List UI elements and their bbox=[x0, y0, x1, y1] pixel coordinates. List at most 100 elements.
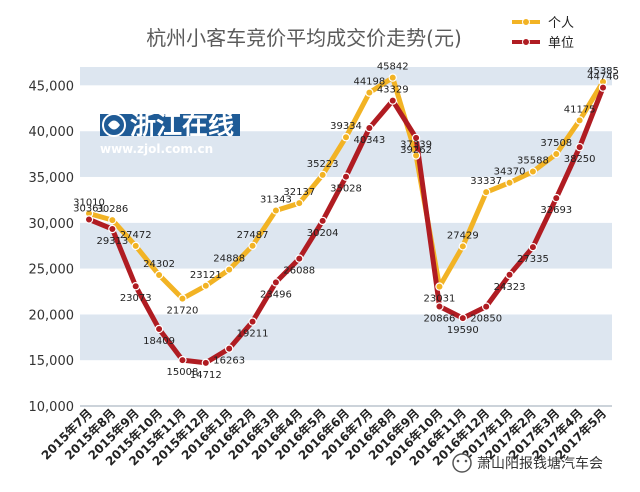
data-point-1 bbox=[388, 96, 397, 105]
data-label-0: 21720 bbox=[167, 306, 199, 317]
logo-text: 浙江在线 bbox=[130, 111, 234, 141]
data-label-1: 29313 bbox=[96, 236, 128, 247]
watermark: 萧山阳报钱塘汽车会 bbox=[452, 453, 603, 473]
data-point-1 bbox=[84, 215, 94, 224]
data-label-0: 33337 bbox=[470, 176, 502, 187]
data-label-0: 35223 bbox=[307, 159, 339, 170]
data-label-0: 39334 bbox=[330, 121, 362, 132]
grid-band bbox=[80, 360, 612, 406]
y-tick-label: 35,000 bbox=[29, 171, 75, 186]
y-tick-label: 45,000 bbox=[29, 79, 75, 94]
data-point-1 bbox=[154, 324, 164, 334]
data-label-0: 45842 bbox=[377, 62, 409, 73]
data-label-0: 24888 bbox=[213, 254, 245, 265]
data-label-0: 44198 bbox=[353, 77, 385, 88]
data-point-0 bbox=[552, 149, 561, 159]
data-point-1 bbox=[224, 344, 234, 353]
data-point-0 bbox=[505, 178, 514, 187]
data-label-1: 19590 bbox=[447, 325, 479, 336]
data-label-1: 23073 bbox=[120, 293, 152, 304]
data-point-0 bbox=[411, 151, 421, 160]
data-point-1 bbox=[295, 254, 304, 263]
wechat-icon bbox=[452, 453, 472, 473]
data-point-0 bbox=[108, 215, 117, 225]
data-point-0 bbox=[481, 187, 491, 197]
y-tick-label: 10,000 bbox=[29, 400, 75, 415]
y-tick-label: 40,000 bbox=[29, 125, 75, 140]
data-point-0 bbox=[131, 241, 140, 251]
y-tick-label: 15,000 bbox=[29, 354, 75, 369]
data-label-1: 44746 bbox=[587, 72, 619, 83]
data-point-0 bbox=[365, 88, 374, 97]
data-label-1: 32693 bbox=[540, 205, 572, 216]
data-point-0 bbox=[224, 265, 234, 274]
data-label-1: 20850 bbox=[470, 314, 502, 325]
data-point-0 bbox=[435, 282, 444, 291]
data-label-1: 27335 bbox=[517, 254, 549, 265]
data-label-0: 31010 bbox=[73, 198, 105, 209]
data-label-1: 26088 bbox=[283, 266, 315, 277]
data-label-1: 20866 bbox=[424, 313, 456, 324]
data-label-1: 14712 bbox=[190, 370, 222, 381]
legend-label-1: 单位 bbox=[548, 36, 574, 51]
data-point-1 bbox=[598, 83, 608, 92]
data-label-0: 27429 bbox=[447, 230, 479, 241]
data-label-0: 34370 bbox=[494, 167, 526, 178]
data-point-0 bbox=[318, 170, 327, 180]
data-label-0: 32137 bbox=[283, 187, 315, 198]
data-label-1: 19211 bbox=[237, 329, 269, 340]
grid-band bbox=[80, 176, 612, 223]
data-label-1: 40343 bbox=[353, 135, 385, 146]
data-point-0 bbox=[388, 73, 397, 82]
series-layer bbox=[84, 73, 608, 368]
data-point-0 bbox=[178, 294, 187, 303]
data-point-1 bbox=[271, 278, 281, 287]
data-point-1 bbox=[481, 302, 491, 311]
data-label-0: 45385 bbox=[587, 66, 619, 77]
data-point-1 bbox=[505, 270, 514, 279]
data-point-0 bbox=[201, 281, 211, 290]
data-label-0: 27472 bbox=[120, 230, 152, 241]
data-point-1 bbox=[435, 302, 444, 311]
data-label-0: 37339 bbox=[400, 140, 432, 151]
data-point-1 bbox=[108, 224, 117, 234]
legend-entry-1: 单位 bbox=[512, 36, 574, 51]
logo-mark-icon bbox=[108, 120, 120, 130]
data-label-1: 30361 bbox=[73, 203, 105, 214]
data-label-1: 39262 bbox=[400, 145, 432, 156]
data-label-0: 37508 bbox=[540, 138, 572, 149]
data-label-0: 30286 bbox=[96, 204, 128, 215]
watermark-text: 萧山阳报钱塘汽车会 bbox=[477, 455, 603, 472]
legend-entry-0: 个人 bbox=[512, 16, 574, 31]
y-tick-label: 20,000 bbox=[29, 308, 75, 323]
data-label-1: 16263 bbox=[213, 356, 245, 367]
y-tick-label: 25,000 bbox=[29, 263, 75, 278]
data-point-1 bbox=[318, 216, 327, 226]
data-label-0: 23121 bbox=[190, 270, 222, 281]
data-label-1: 30204 bbox=[307, 228, 339, 239]
y-tick-label: 30,000 bbox=[29, 217, 75, 232]
data-point-1 bbox=[248, 317, 257, 326]
data-point-1 bbox=[131, 282, 140, 291]
grid-band bbox=[80, 67, 612, 86]
data-label-0: 24302 bbox=[143, 259, 175, 270]
data-label-1: 35028 bbox=[330, 184, 362, 195]
data-point-0 bbox=[341, 133, 351, 142]
legend-label-0: 个人 bbox=[548, 16, 574, 31]
legend: 个人 单位 bbox=[512, 16, 574, 51]
data-point-1 bbox=[528, 242, 538, 252]
data-label-1: 15008 bbox=[167, 367, 199, 378]
data-point-1 bbox=[458, 313, 468, 323]
data-label-1: 23496 bbox=[260, 289, 292, 300]
data-point-1 bbox=[341, 172, 351, 181]
data-point-1 bbox=[201, 358, 211, 368]
data-label-0: 23031 bbox=[424, 294, 456, 305]
grid-bands bbox=[80, 67, 612, 407]
data-label-0: 31343 bbox=[260, 194, 292, 205]
data-point-0 bbox=[575, 116, 584, 125]
y-axis: 10,000 15,000 20,000 25,000 30,000 35,000 40,0… bbox=[29, 79, 75, 415]
data-point-1 bbox=[178, 355, 187, 365]
grid-band bbox=[80, 268, 612, 315]
data-point-0 bbox=[528, 167, 538, 176]
